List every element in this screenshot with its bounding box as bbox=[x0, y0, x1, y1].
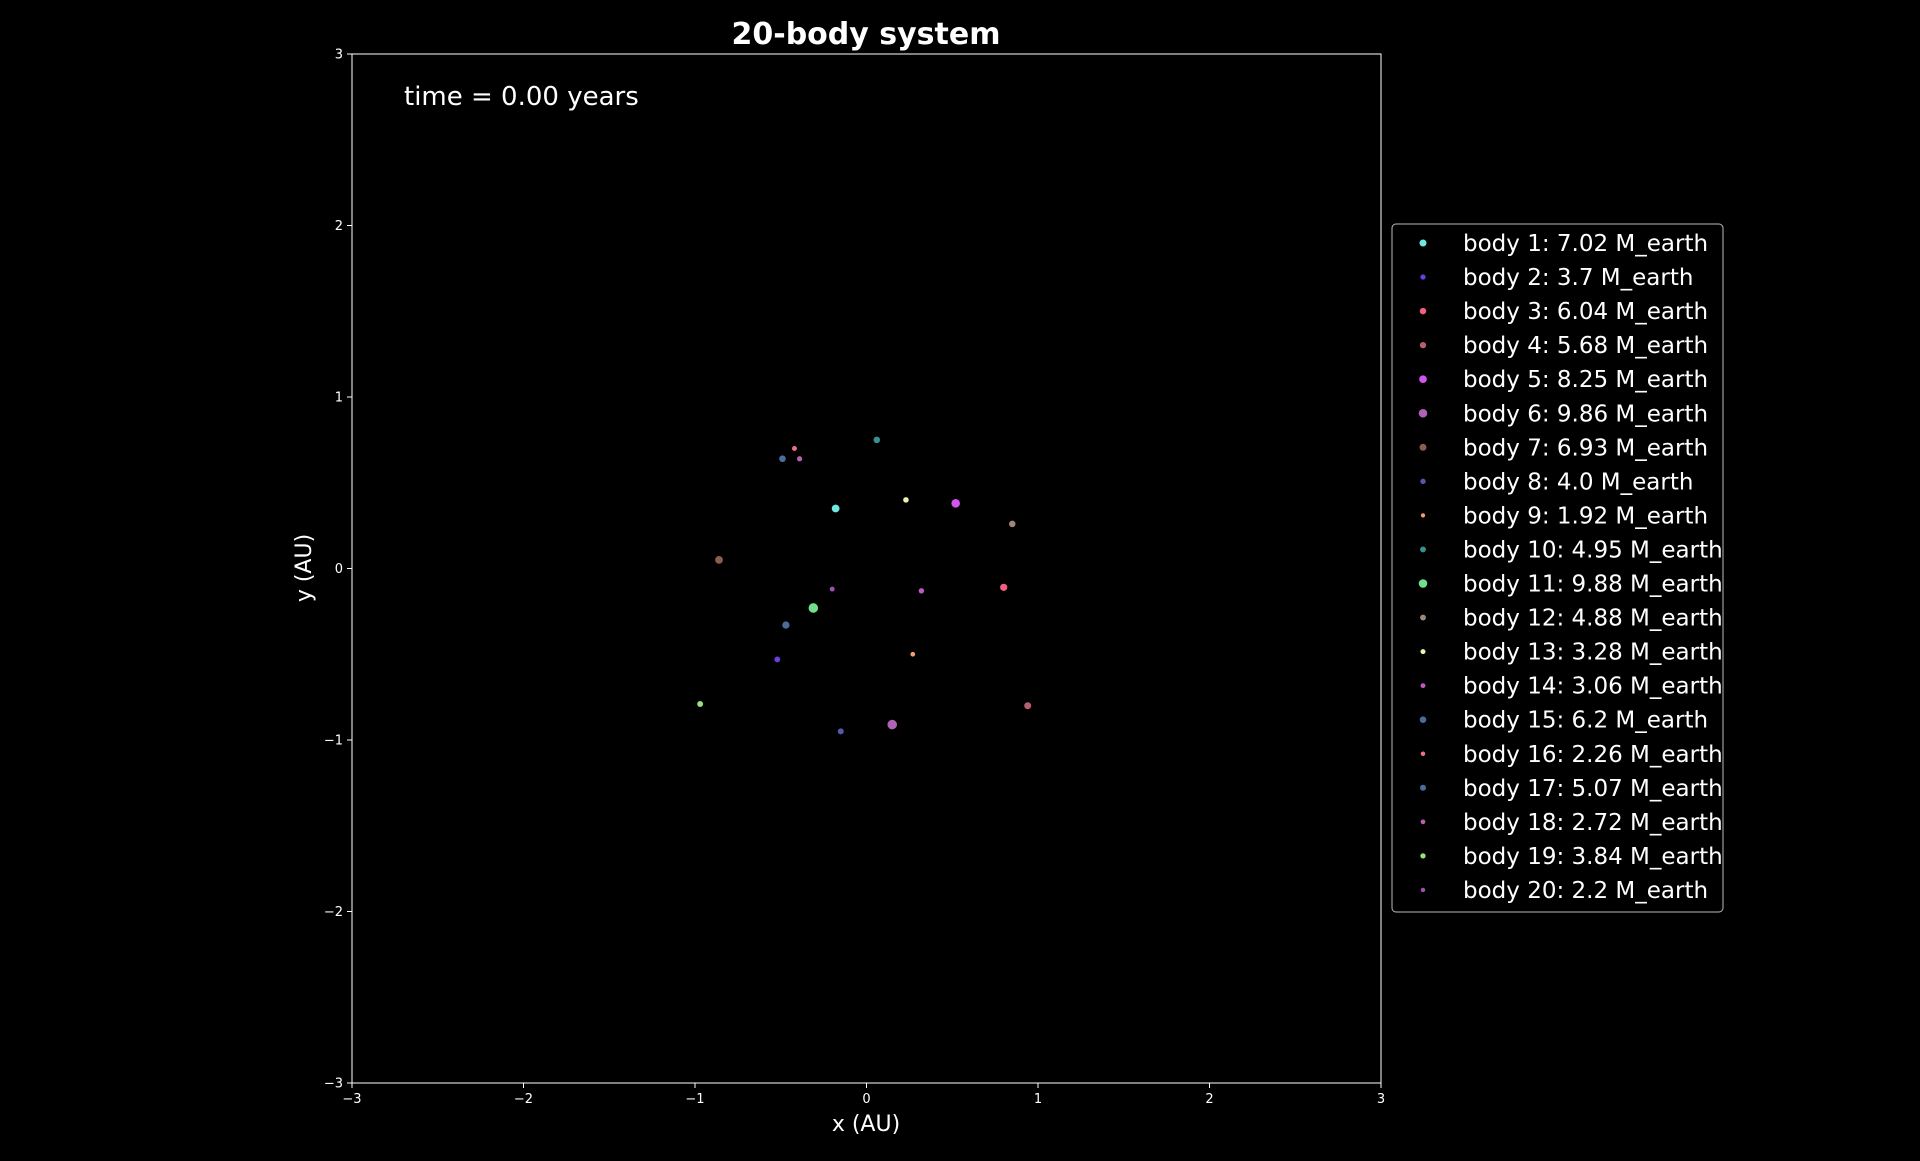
x-tick-label: −2 bbox=[514, 1092, 533, 1107]
legend-box bbox=[1391, 223, 1724, 913]
legend-marker-body-14 bbox=[1420, 683, 1426, 689]
legend-label-body-9: body 9: 1.92 M_earth bbox=[1463, 503, 1708, 529]
legend-marker-body-1 bbox=[1419, 239, 1427, 247]
legend-label-body-11: body 11: 9.88 M_earth bbox=[1463, 572, 1723, 598]
legend-label-body-12: body 12: 4.88 M_earth bbox=[1463, 606, 1723, 632]
y-tick-label: −1 bbox=[324, 734, 343, 749]
legend-marker-body-15 bbox=[1419, 716, 1427, 723]
legend-label-body-5: body 5: 8.25 M_earth bbox=[1463, 367, 1708, 393]
body-17-point bbox=[779, 455, 786, 463]
legend-label-body-15: body 15: 6.2 M_earth bbox=[1463, 708, 1708, 734]
legend-marker-body-7 bbox=[1419, 443, 1427, 451]
body-10-point bbox=[873, 436, 881, 444]
legend-marker-body-9 bbox=[1420, 513, 1426, 518]
legend-marker-body-5 bbox=[1419, 375, 1427, 384]
legend-marker-body-8 bbox=[1420, 478, 1426, 485]
legend-marker-body-20 bbox=[1420, 887, 1426, 893]
body-4-point bbox=[1024, 702, 1032, 710]
legend-label-body-18: body 18: 2.72 M_earth bbox=[1463, 810, 1723, 836]
legend-marker-body-16 bbox=[1420, 751, 1426, 756]
body-18-point bbox=[796, 456, 803, 462]
body-3-point bbox=[1000, 583, 1008, 591]
time-annotation: time = 0.00 years bbox=[404, 82, 639, 112]
legend-marker-body-3 bbox=[1419, 307, 1427, 315]
legend-marker-body-12 bbox=[1420, 614, 1426, 621]
legend-label-body-3: body 3: 6.04 M_earth bbox=[1463, 299, 1708, 325]
body-8-point bbox=[837, 728, 844, 735]
chart-title: 20-body system bbox=[732, 17, 1001, 52]
y-tick-label: 2 bbox=[335, 219, 343, 234]
legend-marker-body-6 bbox=[1418, 408, 1428, 418]
body-14-point bbox=[918, 588, 925, 594]
legend-marker-body-13 bbox=[1420, 649, 1426, 655]
legend-label-body-13: body 13: 3.28 M_earth bbox=[1463, 640, 1723, 666]
x-tick-label: 0 bbox=[862, 1092, 870, 1107]
y-axis-ticks: −3 −2 −1 0 1 2 3 bbox=[324, 48, 352, 1092]
legend-label-body-14: body 14: 3.06 M_earth bbox=[1463, 674, 1723, 700]
y-axis-label: y (AU) bbox=[292, 534, 317, 602]
body-5-point bbox=[951, 499, 960, 508]
x-tick-label: 3 bbox=[1377, 1092, 1385, 1107]
body-20-point bbox=[829, 586, 835, 592]
y-tick-label: 1 bbox=[335, 391, 343, 406]
body-2-point bbox=[774, 656, 781, 663]
legend-label-body-2: body 2: 3.7 M_earth bbox=[1463, 265, 1693, 291]
legend-marker-body-4 bbox=[1419, 341, 1427, 349]
legend-marker-body-18 bbox=[1420, 819, 1426, 825]
body-19-point bbox=[697, 701, 704, 707]
body-13-point bbox=[903, 497, 909, 503]
body-9-point bbox=[910, 651, 916, 657]
legend-marker-body-11 bbox=[1418, 579, 1428, 588]
y-tick-label: −3 bbox=[324, 1077, 343, 1092]
body-15-point bbox=[782, 621, 790, 629]
legend-label-body-1: body 1: 7.02 M_earth bbox=[1463, 231, 1708, 257]
legend-label-body-20: body 20: 2.2 M_earth bbox=[1463, 878, 1708, 904]
body-points bbox=[697, 436, 1032, 735]
x-tick-label: 1 bbox=[1034, 1092, 1042, 1107]
body-6-point bbox=[887, 719, 897, 730]
y-tick-label: −2 bbox=[324, 905, 343, 920]
legend-label-body-16: body 16: 2.26 M_earth bbox=[1463, 742, 1723, 768]
x-axis-label: x (AU) bbox=[832, 1112, 900, 1137]
body-11-point bbox=[808, 603, 819, 613]
legend-label-body-10: body 10: 4.95 M_earth bbox=[1463, 537, 1723, 563]
legend-marker-body-19 bbox=[1420, 853, 1426, 859]
legend-label-body-17: body 17: 5.07 M_earth bbox=[1463, 776, 1723, 802]
body-12-point bbox=[1009, 520, 1016, 528]
x-tick-label: 2 bbox=[1205, 1092, 1213, 1107]
y-tick-label: 0 bbox=[335, 562, 343, 577]
body-7-point bbox=[715, 556, 723, 564]
legend-marker-body-17 bbox=[1420, 784, 1426, 791]
x-tick-label: −3 bbox=[342, 1092, 361, 1107]
body-16-point bbox=[791, 445, 797, 451]
legend-label-body-8: body 8: 4.0 M_earth bbox=[1463, 469, 1693, 495]
legend-label-body-19: body 19: 3.84 M_earth bbox=[1463, 844, 1723, 870]
body-1-point bbox=[831, 504, 840, 513]
legend-marker-body-2 bbox=[1420, 274, 1426, 280]
x-tick-label: −1 bbox=[685, 1092, 704, 1107]
legend-label-body-7: body 7: 6.93 M_earth bbox=[1463, 435, 1708, 461]
legend-label-body-4: body 4: 5.68 M_earth bbox=[1463, 333, 1708, 359]
legend-label-body-6: body 6: 9.86 M_earth bbox=[1463, 401, 1708, 427]
x-axis-ticks: −3 −2 −1 0 1 2 3 bbox=[342, 1083, 1385, 1107]
legend-marker-body-10 bbox=[1420, 546, 1426, 553]
y-tick-label: 3 bbox=[335, 48, 343, 63]
